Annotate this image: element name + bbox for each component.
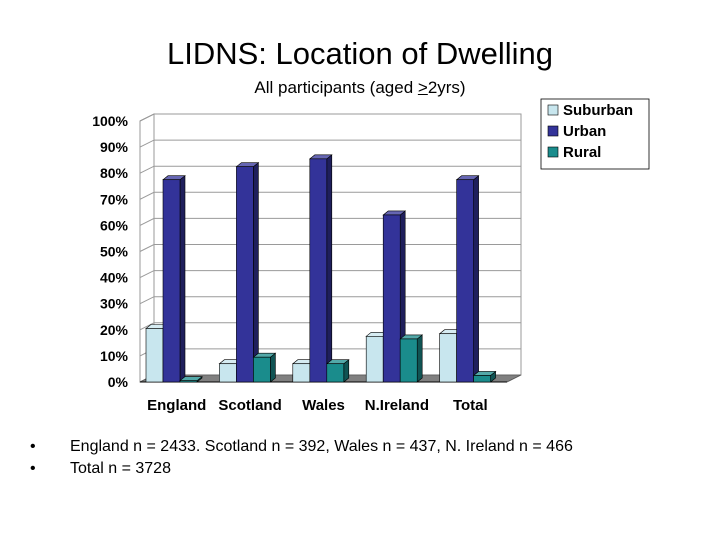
sample-size-notes: • England n = 2433. Scotland n = 392, Wa… (30, 436, 573, 480)
y-tick-label: 60% (100, 217, 129, 233)
bar-suburban (439, 333, 457, 383)
y-tick-label: 80% (100, 165, 129, 181)
legend-label: Rural (563, 144, 601, 161)
note-row: • England n = 2433. Scotland n = 392, Wa… (30, 436, 573, 458)
x-tick-label: Wales (302, 397, 345, 414)
note-row: • Total n = 3728 (30, 458, 573, 480)
x-tick-label: Scotland (218, 397, 281, 414)
bar-urban (382, 214, 401, 383)
legend-swatch-urban (547, 125, 559, 137)
bar-side (326, 154, 333, 383)
bar-urban (309, 158, 328, 383)
legend-label: Urban (563, 123, 606, 140)
page-title: LIDNS: Location of Dwelling (167, 36, 553, 71)
bar-suburban (145, 328, 164, 383)
bar-urban (162, 179, 181, 383)
x-tick-label: N.Ireland (365, 397, 429, 414)
bar-side (270, 352, 276, 383)
y-tick-label: 70% (100, 191, 129, 207)
gridline (139, 165, 521, 174)
x-tick-label: Total (453, 397, 488, 414)
bullet-icon: • (30, 460, 36, 477)
note-text: England n = 2433. Scotland n = 392, Wale… (70, 438, 573, 455)
y-tick-label: 20% (100, 322, 129, 338)
y-tick-label: 10% (100, 348, 129, 364)
bar-rural (399, 338, 418, 383)
y-tick-label: 40% (100, 270, 129, 286)
subtitle-gte-symbol: > (417, 78, 428, 97)
subtitle-text-post: 2yrs) (427, 78, 466, 97)
y-tick-label: 90% (100, 139, 129, 155)
bar-rural (179, 380, 198, 383)
legend-box (540, 98, 650, 170)
bullet-icon: • (30, 438, 36, 455)
legend-swatch-rural (547, 146, 559, 158)
bar-suburban (292, 363, 311, 383)
subtitle-text-pre: All participants (aged (254, 78, 418, 97)
bar-side (253, 162, 259, 383)
bar-urban (456, 179, 474, 383)
bar-rural (253, 356, 271, 383)
gridline (139, 113, 521, 122)
legend-swatch-suburban (547, 104, 559, 116)
bar-suburban (219, 363, 237, 383)
y-tick-label: 100% (92, 113, 128, 129)
y-tick-label: 30% (100, 296, 129, 312)
y-tick-label: 0% (108, 374, 129, 390)
bar-side (416, 334, 423, 383)
gridline (139, 191, 521, 200)
bar-rural (326, 363, 345, 383)
bar-side (179, 175, 186, 383)
bar-suburban (365, 336, 384, 383)
bar-side (473, 175, 479, 383)
gridline (139, 139, 521, 148)
bar-urban (236, 166, 254, 383)
note-text: Total n = 3728 (70, 460, 171, 477)
bar-rural (473, 375, 491, 383)
y-tick-label: 50% (100, 244, 129, 260)
legend-label: Suburban (563, 102, 633, 119)
x-tick-label: England (147, 397, 206, 414)
page-subtitle: All participants (aged >2yrs) (0, 78, 720, 98)
